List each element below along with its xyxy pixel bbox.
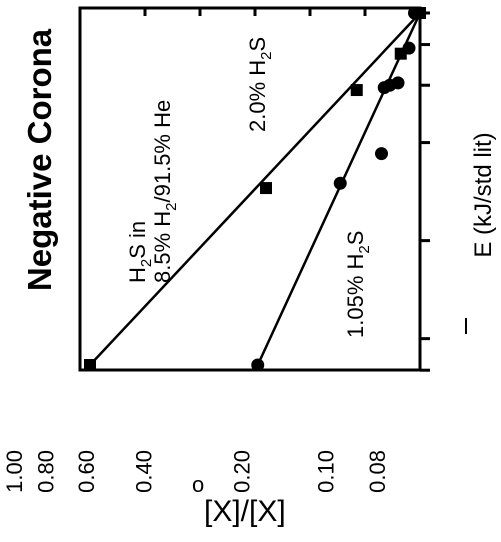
- data-point-square: [84, 359, 96, 371]
- annotation-series-b-sub: 2: [356, 245, 373, 253]
- x-tick-label: 0.20: [230, 450, 255, 493]
- data-point-square: [260, 182, 272, 195]
- annotation-series-b-post: S: [343, 231, 368, 246]
- x-tick-label: 0.60: [74, 450, 99, 493]
- annotation-group-line1-post: S in: [125, 221, 150, 259]
- data-point-square: [350, 84, 363, 97]
- annotation-group-line1: H2S in: [125, 221, 155, 283]
- annotation-series-a-sub: 2: [258, 52, 275, 60]
- annotation-group-line1-pre: H: [125, 267, 150, 283]
- annotation-series-a-post: S: [245, 37, 270, 52]
- x-tick-label: 0.08: [365, 450, 390, 493]
- annotation-group-line1-sub: 2: [138, 259, 155, 267]
- x-tick-label: 0.10: [314, 450, 339, 493]
- data-point-circle: [251, 358, 265, 372]
- data-point-circle: [333, 176, 347, 190]
- x-axis-label-superscript: o: [192, 472, 204, 497]
- plot-frame: [78, 6, 422, 372]
- data-point-circle: [377, 81, 391, 95]
- tick-marks: [143, 8, 430, 372]
- annotation-group-line2-sub: 2: [163, 203, 180, 211]
- x-tick-label: 0.40: [132, 450, 157, 493]
- data-point-circle: [375, 147, 388, 161]
- annotation-series-b: 1.05% H2S: [343, 231, 373, 338]
- data-points: [84, 6, 426, 372]
- x-tick-label: 0.80: [34, 450, 59, 493]
- data-point-circle: [408, 6, 421, 20]
- annotation-group-line2-pre: 8.5% H: [150, 211, 175, 283]
- annotation-series-b-pre: 1.05% H: [343, 254, 368, 338]
- x-tick-label: 1.00: [2, 450, 27, 493]
- x-tick-labels: 1.00 0.80 0.60 0.40 0.20 0.10 0.08: [2, 450, 390, 493]
- chart-title: Negative Corona: [21, 28, 58, 291]
- annotation-series-a: 2.0% H2S: [245, 37, 275, 132]
- annotation-group-line2-post: /91.5% He: [150, 100, 175, 203]
- x-axis-label: [X]/[X]: [204, 495, 286, 528]
- y-axis-label: E (kJ/std lit): [470, 132, 497, 257]
- data-point-circle: [402, 41, 416, 55]
- annotation-series-a-pre: 2.0% H: [245, 60, 270, 132]
- annotation-group-line2: 8.5% H2/91.5% He: [150, 100, 180, 283]
- fit-line-square: [89, 12, 421, 366]
